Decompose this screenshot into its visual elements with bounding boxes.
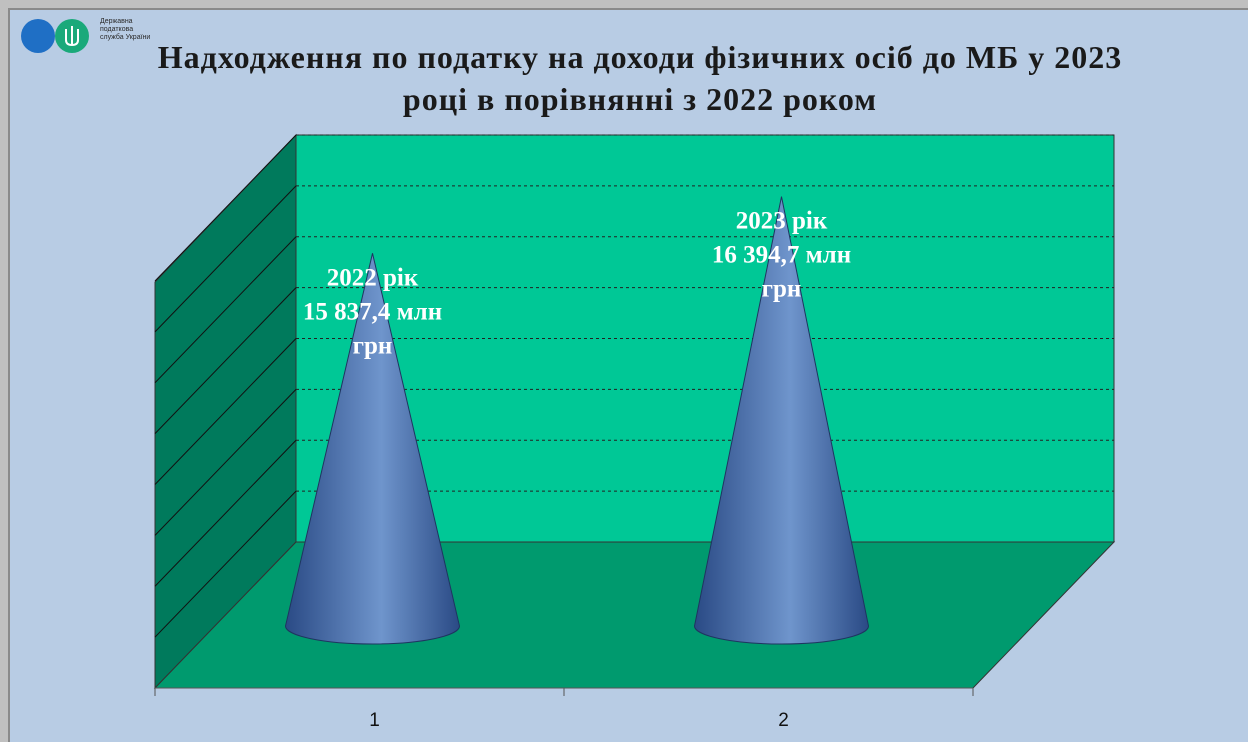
x-tick-label-2: 2 bbox=[778, 710, 789, 731]
gridlines bbox=[154, 134, 1114, 638]
data-label-2-line-2: 16 394,7 млн bbox=[712, 242, 851, 269]
data-label-2-line-1: 2023 рік bbox=[736, 208, 828, 235]
logo: Державна податкова служба України bbox=[18, 16, 188, 56]
slide: Державна податкова служба України Надход… bbox=[8, 8, 1248, 742]
gridline-side-6 bbox=[154, 185, 297, 333]
gridline-side-3 bbox=[154, 338, 297, 485]
trident-icon bbox=[65, 26, 79, 47]
gridline-side-0 bbox=[154, 490, 297, 638]
gridline-side-1 bbox=[154, 439, 297, 587]
cone-body-2 bbox=[693, 196, 870, 645]
cone-body-1 bbox=[284, 253, 461, 645]
data-label-2-line-3: грн bbox=[762, 276, 802, 303]
logo-icon bbox=[21, 19, 89, 53]
data-label-1-line-2: 15 837,4 млн bbox=[303, 298, 442, 325]
gridline-side-4 bbox=[154, 287, 297, 434]
logo-blue-circle bbox=[21, 19, 55, 53]
gridline-side-7 bbox=[154, 134, 297, 282]
logo-line-3: служба України bbox=[100, 34, 151, 41]
logo-line-1: Державна bbox=[100, 18, 133, 25]
data-label-1-line-1: 2022 рік bbox=[327, 264, 419, 291]
cone-2 bbox=[693, 196, 870, 645]
chart-plot: 2022 рік 15 837,4 млн грн 2023 рік 16 394,7 … bbox=[153, 133, 1116, 731]
data-label-1-line-3: грн bbox=[353, 332, 393, 359]
gridline-side-5 bbox=[154, 236, 297, 384]
chart-title: Надходження по податку на доходи фізични… bbox=[157, 39, 1123, 117]
logo-text: Державна податкова служба України bbox=[100, 18, 190, 42]
cone-1 bbox=[284, 253, 461, 645]
gridline-side-2 bbox=[154, 389, 297, 536]
logo-line-2: податкова bbox=[100, 26, 134, 33]
x-tick-label-1: 1 bbox=[369, 710, 380, 731]
data-labels: 2022 рік 15 837,4 млн грн 2023 рік 16 394,7 … bbox=[303, 208, 851, 360]
cones bbox=[284, 196, 870, 645]
